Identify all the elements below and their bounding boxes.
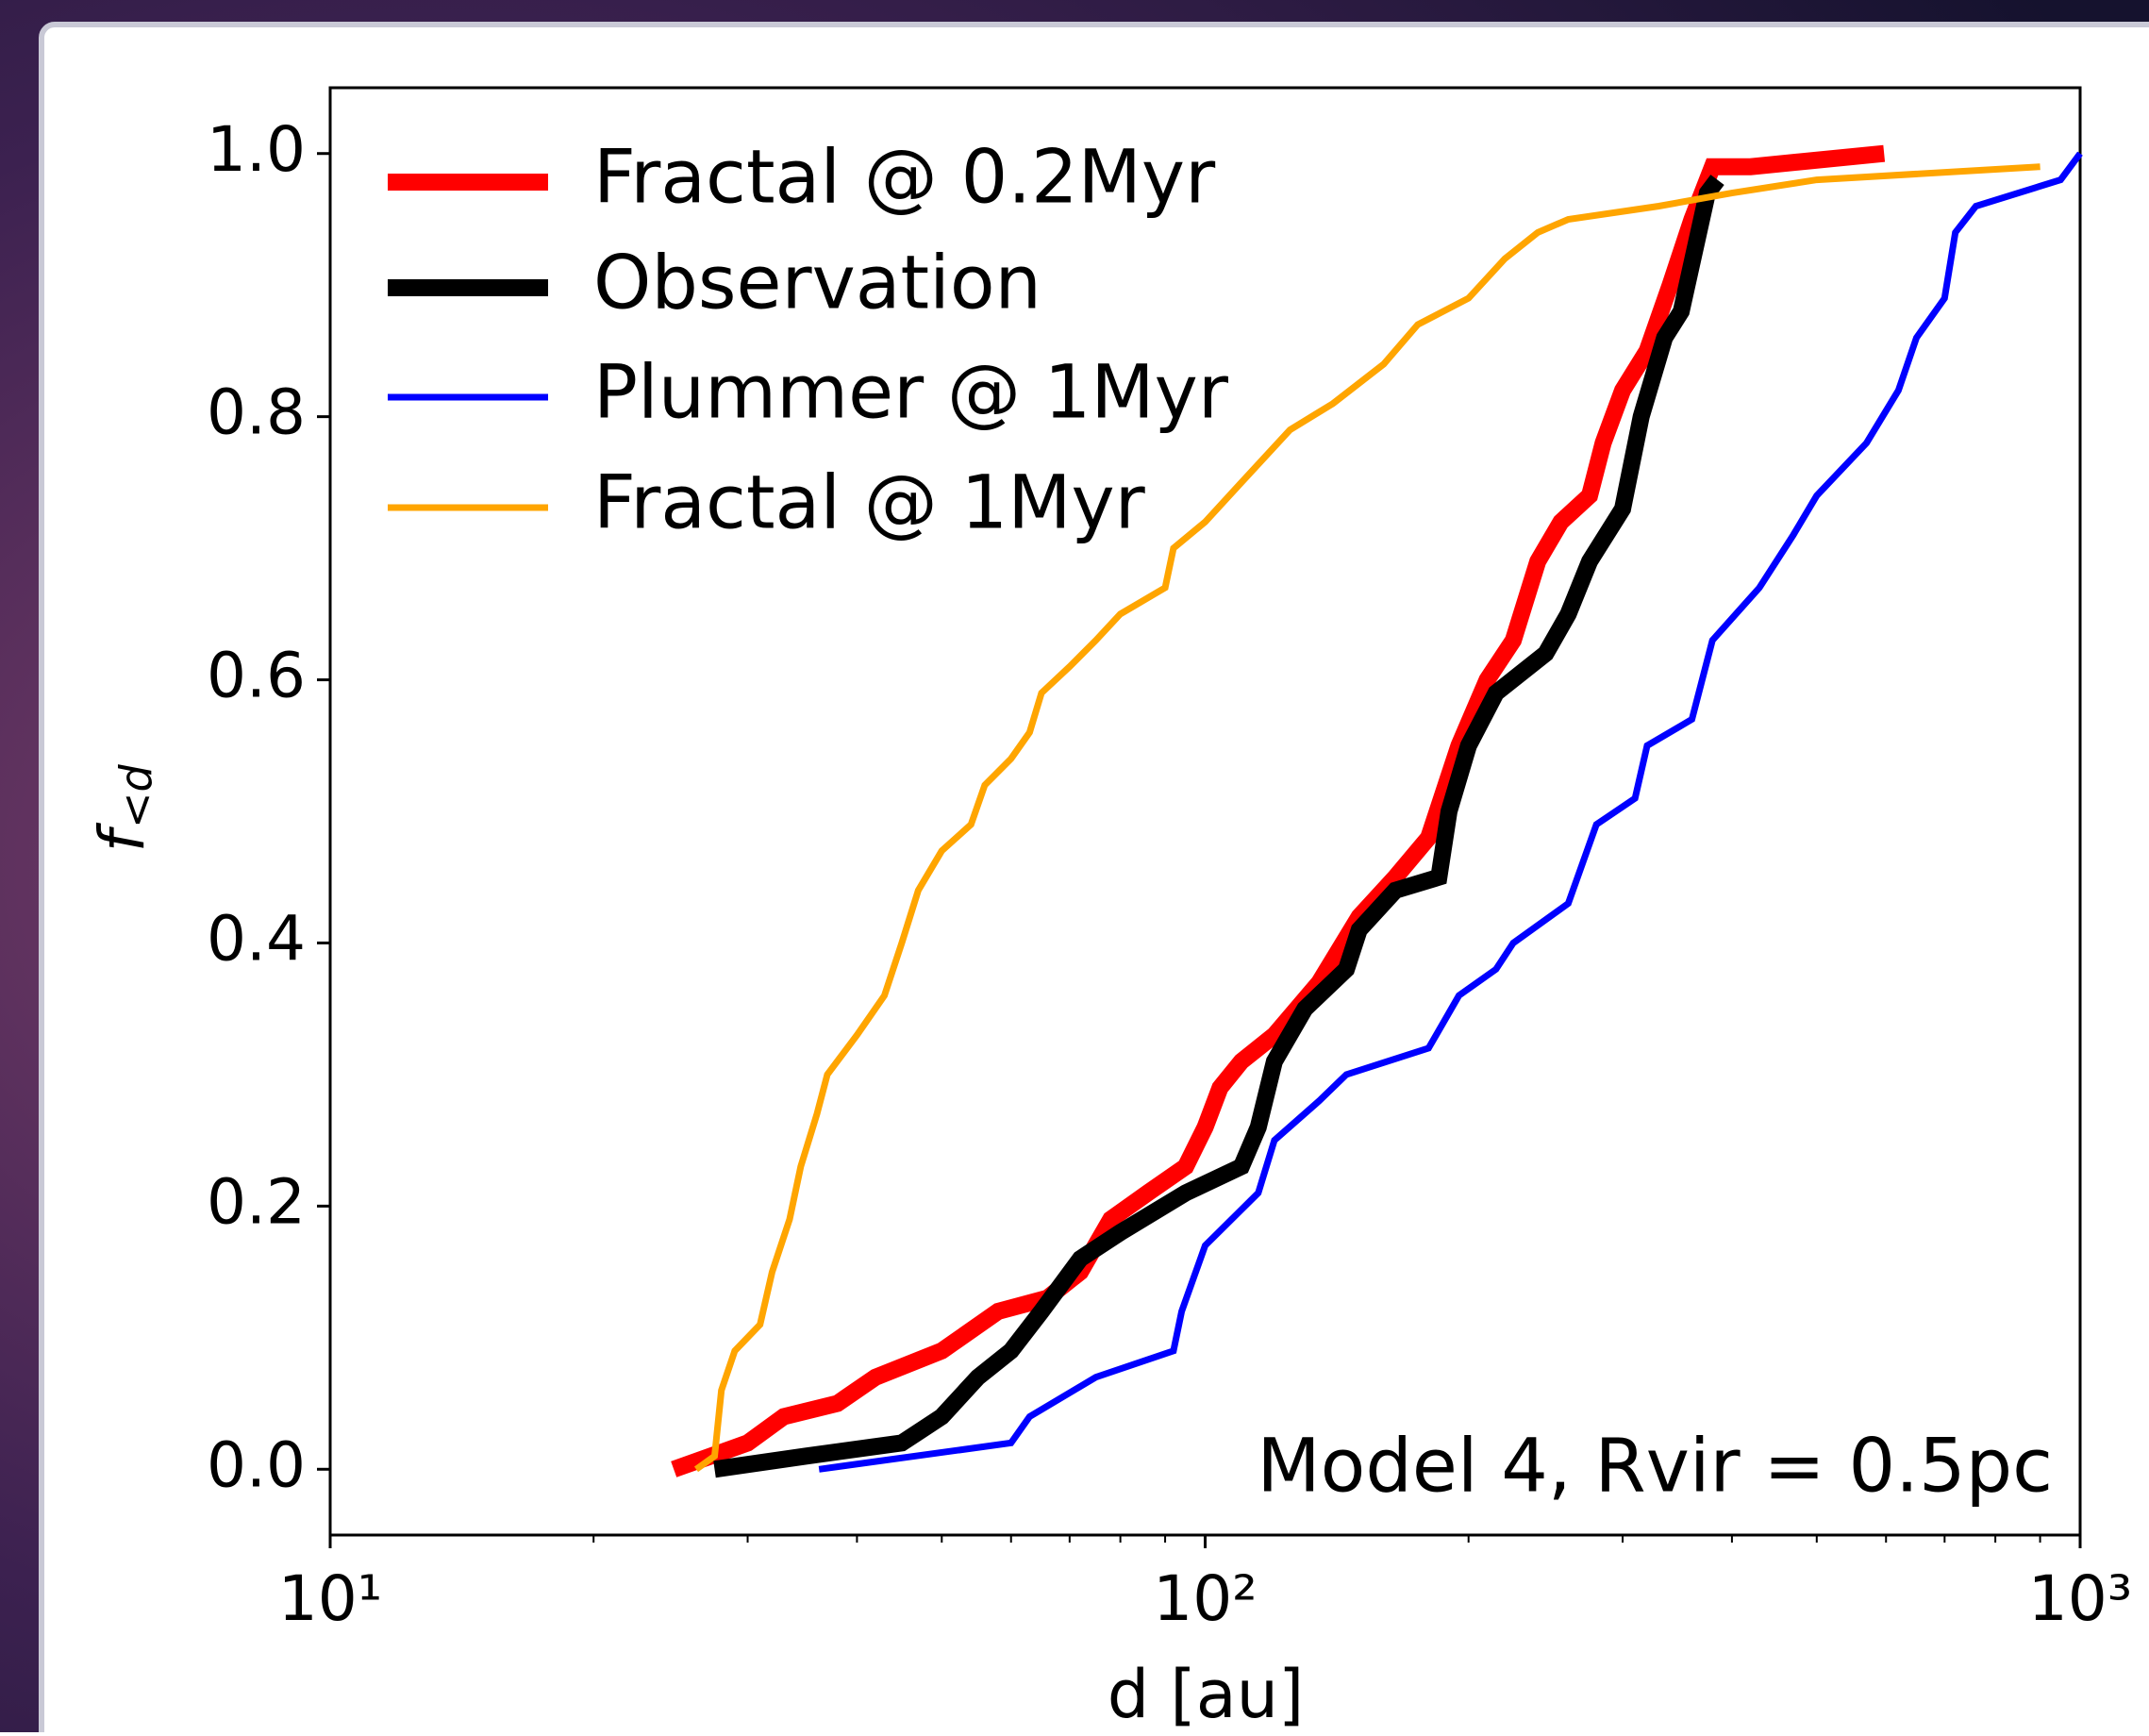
y-tick-label: 1.0 (207, 113, 306, 186)
series-line (693, 163, 2041, 1473)
legend-label: Observation (593, 241, 1041, 326)
panel (39, 22, 2149, 1736)
series-line (713, 175, 1724, 1478)
y-tick-label: 0.8 (207, 376, 306, 449)
y-tick-label: 0.0 (207, 1428, 306, 1501)
y-axis-label-sub: <d (111, 763, 162, 828)
x-tick-label: 10² (1153, 1562, 1257, 1635)
series-line (671, 144, 1886, 1477)
x-tick-label: 10¹ (278, 1562, 382, 1635)
y-axis-label-group: f <d (86, 763, 161, 852)
legend-label: Fractal @ 1Myr (593, 460, 1146, 545)
legend-label: Plummer @ 1Myr (593, 350, 1229, 435)
x-axis-label: d [au] (1108, 1656, 1305, 1732)
series-line (818, 151, 2083, 1473)
y-tick-label: 0.6 (207, 640, 306, 712)
legend-label: Fractal @ 0.2Myr (593, 135, 1216, 220)
y-tick-label: 0.4 (207, 903, 306, 976)
x-tick-label: 10³ (2028, 1562, 2132, 1635)
y-tick-label: 0.2 (207, 1165, 306, 1238)
annotation: Model 4, Rvir = 0.5pc (1257, 1424, 2053, 1509)
